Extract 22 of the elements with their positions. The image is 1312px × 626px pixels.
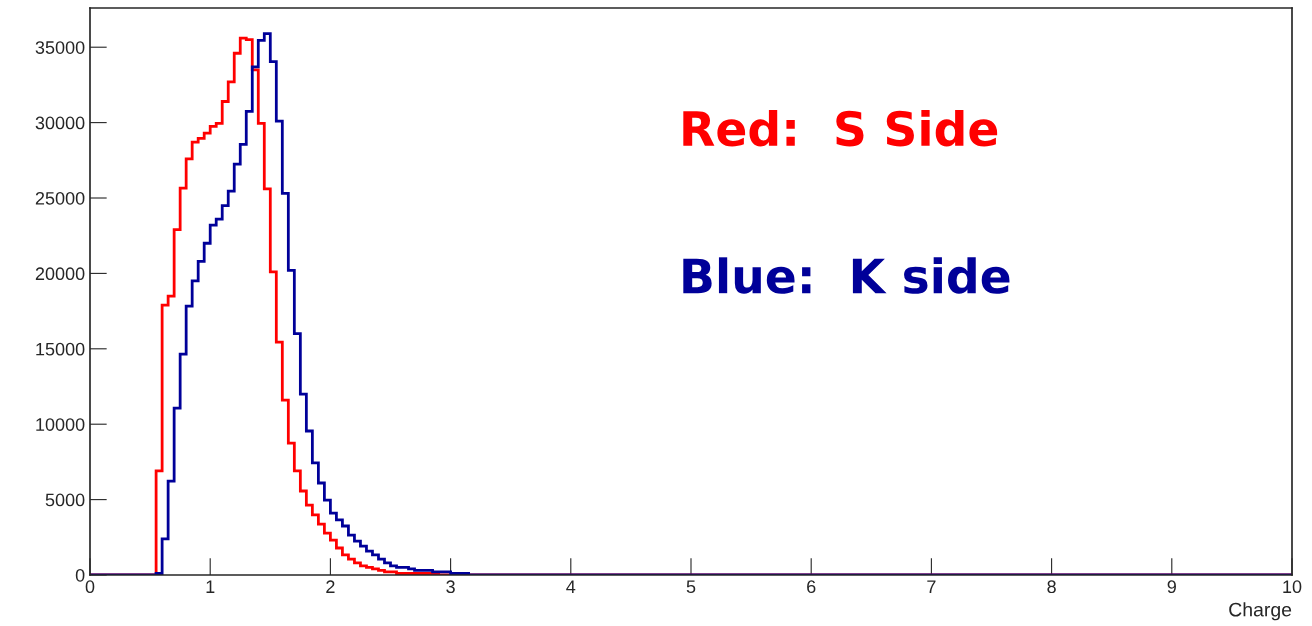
x-tick-label: 6 [807,580,816,594]
text: Red: S Side [683,109,998,147]
x-tick-label: 9 [1167,580,1176,594]
y-tick-label: 25000 [35,191,85,205]
x-tick-label: 3 [446,580,455,594]
x-tick-label: 8 [1047,580,1056,594]
x-axis-title: Charge [1229,602,1292,621]
y-tick-label: 15000 [36,342,85,356]
y-tick-label: 5000 [45,493,85,507]
y-tick-label: 30000 [35,116,85,130]
x-tick-label: 10 [1283,580,1302,594]
x-tick-label: 2 [326,580,335,593]
y-tick-label: 10000 [36,418,85,431]
text: Blue: K side [683,257,1010,294]
y-tick-label: 0 [75,568,85,582]
x-tick-label: 5 [686,580,696,594]
x-tick-label: 4 [566,580,576,593]
y-tick-label: 35000 [35,41,85,54]
x-tick-label: 1 [206,580,215,593]
y-tick-label: 20000 [35,267,85,281]
x-tick-label: 0 [85,580,95,594]
x-tick-label: 7 [927,580,936,593]
